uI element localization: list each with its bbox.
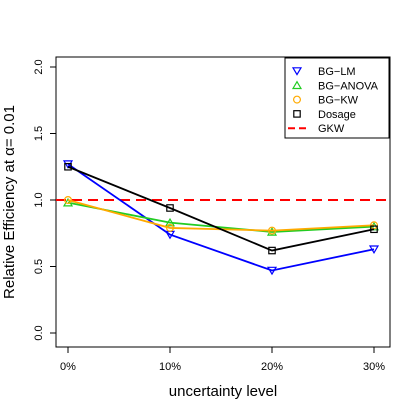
y-tick-label: 0.0 [33,325,45,340]
series-dosage [64,162,378,255]
data-point [63,196,72,205]
legend-label: BG−LM [318,66,356,78]
series-line [67,163,375,272]
x-tick-label: 30% [363,361,385,373]
plot-frame [55,56,391,348]
data-point [370,225,378,234]
series-bg-lm [62,160,380,276]
data-point [166,204,174,212]
data-point [62,160,74,169]
legend-box [284,57,390,139]
data-point [368,245,380,254]
x-axis: 0% 10% 20% 30% [60,347,385,373]
x-axis-title: uncertainty level [169,383,277,400]
series-line [67,199,375,232]
x-tick-label: 10% [159,361,181,373]
y-tick-label: 1.5 [33,126,45,141]
legend-swatch [291,80,303,90]
legend-label: GKW [318,123,345,135]
x-tick-label: 20% [261,361,283,373]
legend-swatch [293,95,302,104]
data-point [266,266,278,276]
data-point [268,226,277,235]
series-line [67,201,375,233]
data-point [266,227,278,236]
y-tick-label: 1.0 [33,192,45,207]
legend: BG−LM BG−ANOVA BG−KW Dosage GKW [284,57,390,139]
legend-label: BG−KW [318,95,359,107]
data-point [166,223,175,232]
legend-swatch [293,110,301,118]
data-point [268,246,276,255]
series-layer [62,160,380,276]
y-tick-label: 0.5 [33,259,45,274]
y-tick-label: 2.0 [33,59,45,74]
y-axis: 0.0 0.5 1.0 1.5 2.0 [33,59,56,341]
x-tick-label: 0% [60,361,76,373]
legend-label: BG−ANOVA [318,80,379,92]
data-point [370,221,379,230]
data-point [64,162,72,171]
legend-label: Dosage [318,109,356,121]
y-axis-title: Relative Efficiency at α= 0.01 [1,105,18,299]
data-point [164,217,176,227]
legend-swatch [291,67,303,76]
series-line [67,165,375,252]
